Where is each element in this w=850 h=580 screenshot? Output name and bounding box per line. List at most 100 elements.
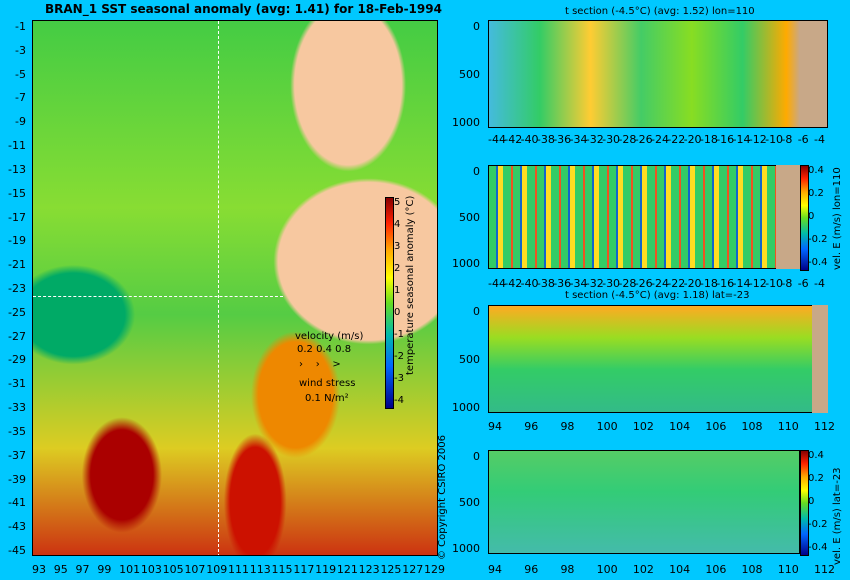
section-y-tick: 0 [473, 165, 480, 178]
section-x-tick: -30 [602, 277, 621, 290]
lat-tick: -15 [8, 186, 26, 200]
section-x-tick: -36 [553, 133, 572, 146]
lon-tick: 121 [336, 563, 358, 576]
lat-tick: -25 [8, 305, 26, 319]
lat-tick: -27 [8, 329, 26, 343]
section3-plot[interactable] [488, 305, 828, 413]
section-x-tick: -40 [520, 133, 539, 146]
section-x-tick: 112 [814, 420, 835, 433]
section-x-tick: -12 [748, 133, 767, 146]
section-colorbar-tick: -0.2 [808, 519, 828, 530]
sst-colorbar-label: temperature seasonal anomaly (°C) [405, 195, 416, 375]
lon-tick: 125 [380, 563, 402, 576]
lon-tick: 105 [162, 563, 184, 576]
section2-colorbar [800, 165, 809, 271]
section-x-tick: 106 [705, 420, 727, 433]
sst-colorbar-tick: 0 [394, 307, 401, 318]
lon-tick: 109 [206, 563, 228, 576]
section-x-tick: -6 [797, 277, 809, 290]
lon-tick: 97 [75, 563, 90, 576]
lon-axis: 93 95 97 99 101 103 105 107 109 111 113 115 117 119 12… [32, 563, 445, 577]
lon-tick: 95 [53, 563, 68, 576]
sst-colorbar-tick: -4 [394, 395, 404, 406]
lon-tick: 119 [315, 563, 337, 576]
section4-plot[interactable] [488, 450, 800, 554]
velocity-label: velocity (m/s) [295, 331, 364, 342]
section-x-tick: 104 [669, 563, 691, 576]
section-x-tick: -20 [683, 133, 702, 146]
section-y-tick: 1000 [452, 542, 480, 555]
section-x-tick: -24 [651, 133, 669, 146]
section-x-tick: -8 [781, 277, 793, 290]
section2-x-axis: -44 -42 -40 -38 -36 -34 -32 -30 -28 -26 -24 -22 -20-… [488, 277, 828, 291]
section-x-tick: 94 [488, 420, 502, 433]
section-x-tick: 106 [705, 563, 727, 576]
section-x-tick: 100 [596, 563, 618, 576]
sst-colorbar-tick: -3 [394, 373, 404, 384]
section-x-tick: -34 [569, 277, 588, 290]
lon-tick: 103 [140, 563, 162, 576]
section1-plot[interactable] [488, 20, 828, 128]
section-x-tick: -26 [634, 277, 653, 290]
section-colorbar-tick: 0.4 [808, 165, 824, 176]
velocity-scale: 0.2 0.4 0.8 [297, 344, 352, 355]
section3-y-axis: 0 500 1000 [440, 305, 484, 414]
sst-colorbar-tick: 2 [394, 263, 401, 274]
lat-tick: -17 [8, 210, 26, 224]
lat-tick: -31 [8, 377, 26, 391]
lat-tick: -9 [15, 115, 26, 129]
section-x-tick: 108 [741, 420, 763, 433]
section-x-tick: -42 [504, 277, 523, 290]
section1-title: t section (-4.5°C) (avg: 1.52) lon=110 [565, 6, 755, 17]
section-x-tick: 98 [560, 563, 575, 576]
section-x-tick: -20 [683, 277, 702, 290]
section-x-tick: -16 [716, 277, 735, 290]
lat-tick: -21 [8, 258, 26, 272]
section-x-tick: -26 [634, 133, 653, 146]
section-x-tick: 100 [596, 420, 618, 433]
section2-plot[interactable] [488, 165, 800, 269]
section-colorbar-tick: -0.2 [808, 234, 828, 245]
section-x-tick: -8 [781, 133, 793, 146]
section-x-tick: -4 [814, 277, 825, 290]
section-x-tick: -24 [651, 277, 669, 290]
lat-tick: -3 [15, 43, 26, 57]
section2-y-axis: 0 500 1000 [440, 165, 484, 270]
lon-tick: 101 [119, 563, 141, 576]
section-line-lat [33, 296, 283, 297]
section-y-tick: 500 [459, 496, 480, 509]
lat-tick: -11 [8, 139, 26, 153]
wind-scale: 0.1 N/m² [305, 393, 349, 404]
section-x-tick: -14 [732, 277, 751, 290]
lon-tick: 115 [271, 563, 293, 576]
section4-x-axis: 94 96 98 100 102 104 106 108 110 112 [488, 563, 835, 577]
section-y-tick: 0 [473, 450, 480, 463]
sst-map[interactable]: velocity (m/s) 0.2 0.4 0.8 › › > wind st… [32, 20, 438, 556]
section-x-tick: -10 [765, 133, 784, 146]
section-x-tick: -28 [618, 133, 637, 146]
section3-x-axis: 94 96 98 100 102 104 106 108 110 112 [488, 420, 835, 434]
section-x-tick: -32 [585, 133, 604, 146]
lat-axis: -1 -3 -5 -7 -9 -11 -13 -15 -17 -19 -21 -23 -25 -27 -29… [0, 20, 30, 557]
section-x-tick: -6 [797, 133, 809, 146]
lat-tick: -33 [8, 401, 26, 415]
lat-tick: -1 [15, 20, 26, 33]
section2-land [776, 165, 800, 269]
section-x-tick: 102 [632, 420, 654, 433]
section-colorbar-tick: 0 [808, 496, 815, 507]
section-x-tick: -28 [618, 277, 637, 290]
section-x-tick: 110 [777, 563, 799, 576]
wind-label: wind stress [299, 378, 356, 389]
section-x-tick: -32 [585, 277, 604, 290]
section2-colorbar-label: vel. E (m/s) lon=110 [832, 167, 843, 270]
sst-colorbar-tick: 1 [394, 285, 401, 296]
section-x-tick: -44 [488, 133, 506, 146]
section-x-tick: 94 [488, 563, 502, 576]
section4-colorbar-label: vel. E (m/s) lat=-23 [832, 467, 843, 565]
velocity-arrows: › › > [299, 359, 341, 370]
section-y-tick: 1000 [452, 401, 480, 414]
section-y-tick: 0 [473, 20, 480, 33]
lat-tick: -45 [8, 544, 26, 557]
section-x-tick: -30 [602, 133, 621, 146]
section-x-tick: -10 [765, 277, 784, 290]
